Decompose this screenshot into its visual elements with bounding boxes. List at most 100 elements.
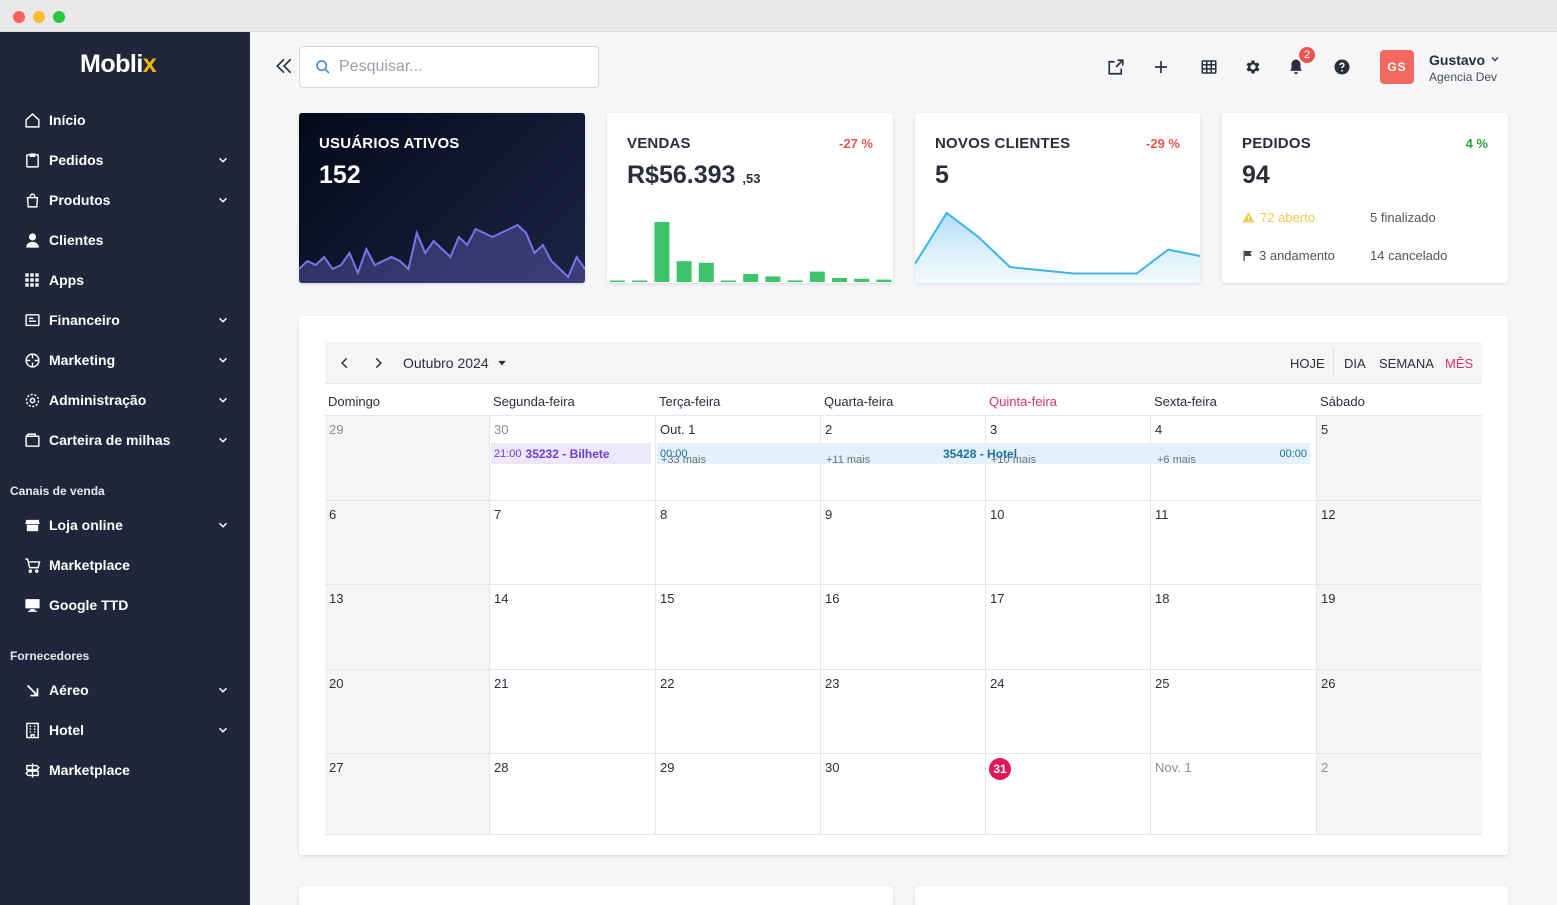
brand-logo[interactable]: Moblix [80, 50, 157, 78]
day-number[interactable]: Out. 1 [660, 422, 696, 437]
sidebar-item-pedidos[interactable]: Pedidos [0, 140, 250, 180]
calendar-event-hotel[interactable]: 00:00 35428 - Hotel 00:00 [657, 443, 1310, 464]
day-number[interactable]: 14 [494, 591, 509, 606]
calendar-day-cell[interactable]: Nov. 1 [1151, 754, 1317, 835]
day-number[interactable]: 23 [825, 676, 840, 691]
more-events-link[interactable]: +33 mais [661, 454, 706, 466]
day-number[interactable]: 8 [660, 507, 668, 522]
calendar-day-cell[interactable]: 4 [1151, 416, 1317, 501]
day-number[interactable]: 15 [660, 591, 675, 606]
calendar-day-cell[interactable]: 9 [821, 501, 986, 585]
sidebar-item-carteira-de-milhas[interactable]: Carteira de milhas [0, 420, 250, 460]
calendar-day-cell[interactable]: 25 [1151, 670, 1317, 754]
sidebar-item-loja-online[interactable]: Loja online [0, 505, 250, 545]
calendar-day-cell[interactable]: 30 [490, 416, 656, 501]
view-day-button[interactable]: DIA [1344, 356, 1366, 371]
close-window-button[interactable] [13, 11, 25, 23]
collapse-sidebar-icon[interactable] [274, 56, 294, 76]
calendar-day-cell[interactable]: 24 [986, 670, 1151, 754]
calendar-day-cell[interactable]: 17 [986, 585, 1151, 670]
prev-month-button[interactable] [335, 353, 355, 373]
day-number[interactable]: 21 [494, 676, 509, 691]
day-number[interactable]: 29 [329, 422, 344, 437]
help-icon[interactable] [1332, 57, 1352, 77]
day-number[interactable]: 28 [494, 760, 509, 775]
day-number[interactable]: 7 [494, 507, 502, 522]
calendar-day-cell[interactable]: 21 [490, 670, 656, 754]
search-box[interactable] [299, 46, 599, 88]
user-menu-chevron-icon[interactable] [1489, 53, 1501, 65]
external-link-icon[interactable] [1106, 57, 1126, 77]
sidebar-item-hotel[interactable]: Hotel [0, 710, 250, 750]
sidebar-item-marketplace-sales[interactable]: Marketplace [0, 545, 250, 585]
day-number[interactable]: 13 [329, 591, 344, 606]
day-number[interactable]: 11 [1155, 507, 1169, 522]
calendar-day-cell[interactable]: 18 [1151, 585, 1317, 670]
day-number[interactable]: Nov. 1 [1155, 760, 1192, 775]
sidebar-item-marketplace-suppliers[interactable]: Marketplace [0, 750, 250, 790]
view-month-button[interactable]: MÊS [1445, 356, 1474, 371]
plus-icon[interactable] [1151, 57, 1171, 77]
sidebar-item-apps[interactable]: Apps [0, 260, 250, 300]
search-input[interactable] [339, 58, 579, 76]
user-name[interactable]: Gustavo [1429, 52, 1486, 68]
view-today-button[interactable]: HOJE [1290, 356, 1325, 371]
day-number[interactable]: 26 [1321, 676, 1336, 691]
table-icon[interactable] [1199, 57, 1219, 77]
calendar-day-cell[interactable]: 8 [656, 501, 821, 585]
day-number[interactable]: 27 [329, 760, 344, 775]
day-number[interactable]: 6 [329, 507, 337, 522]
calendar-day-cell[interactable]: 16 [821, 585, 986, 670]
calendar-day-cell[interactable]: 29 [656, 754, 821, 835]
day-number[interactable]: 24 [990, 676, 1005, 691]
more-events-link[interactable]: +11 mais [826, 454, 871, 466]
day-number[interactable]: 30 [494, 422, 509, 437]
calendar-day-cell[interactable]: 29 [325, 416, 490, 501]
day-number[interactable]: 17 [990, 591, 1005, 606]
calendar-day-cell[interactable]: 31 [986, 754, 1151, 835]
settings-gear-icon[interactable] [1243, 57, 1263, 77]
calendar-day-cell[interactable]: 10 [986, 501, 1151, 585]
calendar-day-cell[interactable]: 15 [656, 585, 821, 670]
calendar-day-cell[interactable]: 11 [1151, 501, 1317, 585]
day-number[interactable]: 29 [660, 760, 675, 775]
bell-icon[interactable] [1286, 57, 1306, 77]
more-events-link[interactable]: +10 mais [991, 454, 1036, 466]
day-number[interactable]: 5 [1321, 422, 1329, 437]
sidebar-item-administracao[interactable]: Administração [0, 380, 250, 420]
calendar-day-cell[interactable]: 13 [325, 585, 490, 670]
day-number[interactable]: 12 [1321, 507, 1336, 522]
sidebar-item-marketing[interactable]: Marketing [0, 340, 250, 380]
calendar-day-cell[interactable]: 6 [325, 501, 490, 585]
more-events-link[interactable]: +6 mais [1157, 454, 1196, 466]
sidebar-item-aereo[interactable]: Aéreo [0, 670, 250, 710]
minimize-window-button[interactable] [33, 11, 45, 23]
sidebar-item-financeiro[interactable]: Financeiro [0, 300, 250, 340]
calendar-day-cell[interactable]: 30 [821, 754, 986, 835]
calendar-day-cell[interactable]: 7 [490, 501, 656, 585]
day-number[interactable]: 3 [990, 422, 998, 437]
calendar-day-cell[interactable]: 19 [1317, 585, 1482, 670]
day-number[interactable]: 2 [825, 422, 833, 437]
calendar-day-cell[interactable]: 22 [656, 670, 821, 754]
calendar-day-cell[interactable]: 27 [325, 754, 490, 835]
month-selector[interactable]: Outubro 2024 [403, 355, 507, 371]
calendar-day-cell[interactable]: 26 [1317, 670, 1482, 754]
sidebar-item-google-ttd[interactable]: Google TTD [0, 585, 250, 625]
day-number[interactable]: 25 [1155, 676, 1170, 691]
day-number[interactable]: 10 [990, 507, 1005, 522]
day-number[interactable]: 9 [825, 507, 833, 522]
calendar-day-cell[interactable]: 2 [1317, 754, 1482, 835]
day-number[interactable]: 2 [1321, 760, 1329, 775]
calendar-day-cell[interactable]: 5 [1317, 416, 1482, 501]
calendar-day-cell[interactable]: 12 [1317, 501, 1482, 585]
sidebar-item-inicio[interactable]: Início [0, 100, 250, 140]
calendar-day-cell[interactable]: 28 [490, 754, 656, 835]
calendar-event-bilhete[interactable]: 21:00 35232 - Bilhete [491, 443, 651, 464]
sidebar-item-produtos[interactable]: Produtos [0, 180, 250, 220]
calendar-day-cell[interactable]: 20 [325, 670, 490, 754]
day-number[interactable]: 22 [660, 676, 675, 691]
today-date-marker[interactable]: 31 [989, 758, 1011, 780]
sidebar-item-clientes[interactable]: Clientes [0, 220, 250, 260]
day-number[interactable]: 4 [1155, 422, 1163, 437]
